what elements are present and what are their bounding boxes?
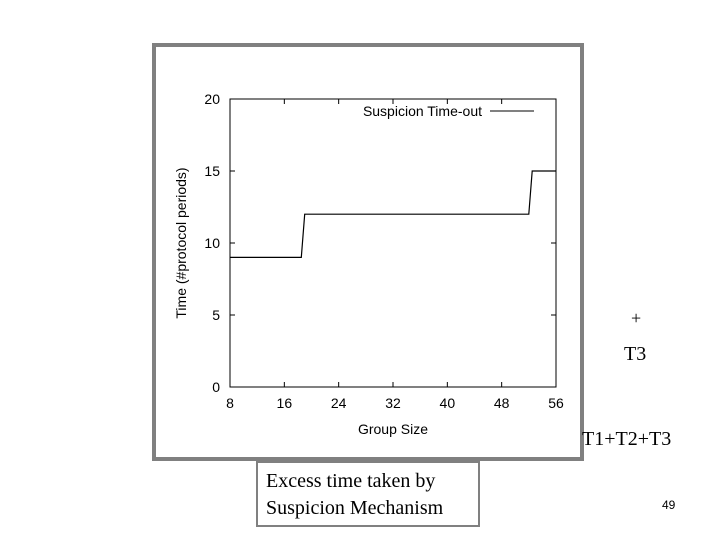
chart-frame: 0 5 10 15 20 8 16 24 32 40 48 56 Time (#protocol p… — [152, 43, 584, 461]
plot-area — [229, 98, 557, 388]
y-axis-label: Time (#protocol periods) — [173, 167, 189, 318]
legend-label-suspicion-time-out: Suspicion Time-out — [363, 103, 482, 119]
x-tick-label-8: 8 — [226, 395, 234, 411]
page-number: 49 — [662, 498, 676, 512]
y-tick-label-20: 20 — [204, 91, 220, 107]
series-layer — [230, 170, 556, 258]
x-tick-label-32: 32 — [385, 395, 401, 411]
y-tick-label-5: 5 — [212, 307, 220, 323]
x-tick-label-56: 56 — [548, 395, 564, 411]
series-line-0 — [230, 170, 556, 258]
x-tick-label-48: 48 — [494, 395, 510, 411]
x-tick-label-16: 16 — [277, 395, 293, 411]
chart-svg: 0 5 10 15 20 8 16 24 32 40 48 56 Time (#protocol p… — [173, 91, 564, 437]
x-tick-label-40: 40 — [440, 395, 456, 411]
x-tick-label-24: 24 — [331, 395, 347, 411]
t3-annotation: T3 — [624, 343, 647, 365]
sum-annotation: T1+T2+T3 — [582, 428, 672, 450]
caption-line-2: Suspicion Mechanism — [266, 497, 444, 519]
caption-line-1: Excess time taken by — [266, 470, 436, 492]
y-tick-label-0: 0 — [212, 379, 220, 395]
x-axis-ticks: 8 16 24 32 40 48 56 — [226, 99, 564, 411]
x-axis-label: Group Size — [358, 421, 428, 437]
y-tick-label-15: 15 — [204, 163, 220, 179]
caption-box: Excess time taken by Suspicion Mechanism — [256, 461, 480, 527]
plus-annotation: + — [631, 308, 642, 328]
y-tick-label-10: 10 — [204, 235, 220, 251]
y-axis-ticks: 0 5 10 15 20 — [204, 91, 556, 395]
legend: Suspicion Time-out — [363, 103, 534, 119]
